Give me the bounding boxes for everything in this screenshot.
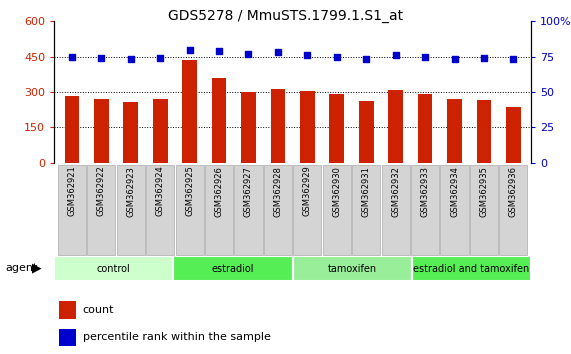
Point	[244, 51, 253, 57]
Bar	[153, 99, 167, 163]
Bar	[418, 94, 432, 163]
Bar	[59, 329, 76, 346]
FancyBboxPatch shape	[205, 165, 233, 255]
Text: GSM362921: GSM362921	[67, 166, 77, 216]
Point	[126, 57, 135, 62]
Bar	[292, 256, 412, 281]
Text: GSM362924: GSM362924	[156, 166, 164, 216]
Point	[509, 57, 518, 62]
FancyBboxPatch shape	[352, 165, 380, 255]
Point	[303, 52, 312, 58]
Text: estradiol: estradiol	[212, 264, 254, 274]
Text: GSM362930: GSM362930	[332, 166, 341, 217]
Point	[450, 57, 459, 62]
FancyBboxPatch shape	[146, 165, 174, 255]
Bar	[54, 256, 174, 281]
FancyBboxPatch shape	[323, 165, 351, 255]
Text: GSM362933: GSM362933	[421, 166, 429, 217]
FancyBboxPatch shape	[116, 165, 145, 255]
Bar	[94, 99, 108, 163]
FancyBboxPatch shape	[440, 165, 469, 255]
FancyBboxPatch shape	[175, 165, 204, 255]
Text: GSM362928: GSM362928	[274, 166, 283, 217]
Bar	[182, 60, 197, 163]
Text: GSM362932: GSM362932	[391, 166, 400, 217]
Bar	[174, 256, 292, 281]
Bar	[506, 107, 521, 163]
Point	[156, 55, 165, 61]
Text: GSM362931: GSM362931	[361, 166, 371, 217]
Bar	[477, 99, 491, 163]
Text: ▶: ▶	[33, 262, 42, 274]
Text: count: count	[83, 305, 114, 315]
FancyBboxPatch shape	[293, 165, 321, 255]
Text: tamoxifen: tamoxifen	[328, 264, 377, 274]
Point	[332, 54, 341, 59]
Point	[391, 52, 400, 58]
Point	[67, 54, 77, 59]
Text: GSM362925: GSM362925	[185, 166, 194, 216]
FancyBboxPatch shape	[470, 165, 498, 255]
Bar	[447, 99, 462, 163]
Text: GSM362922: GSM362922	[97, 166, 106, 216]
Point	[361, 57, 371, 62]
Point	[96, 55, 106, 61]
Text: control: control	[97, 264, 131, 274]
FancyBboxPatch shape	[234, 165, 263, 255]
Bar	[359, 101, 373, 163]
Bar	[271, 89, 286, 163]
Bar	[212, 78, 227, 163]
FancyBboxPatch shape	[411, 165, 439, 255]
Text: estradiol and tamoxifen: estradiol and tamoxifen	[413, 264, 529, 274]
FancyBboxPatch shape	[87, 165, 115, 255]
Text: percentile rank within the sample: percentile rank within the sample	[83, 332, 271, 342]
Bar	[388, 90, 403, 163]
Bar	[412, 256, 531, 281]
Bar	[59, 302, 76, 319]
Text: GSM362935: GSM362935	[480, 166, 488, 217]
Text: GSM362923: GSM362923	[126, 166, 135, 217]
Bar	[65, 96, 79, 163]
Point	[215, 48, 224, 54]
Bar	[300, 91, 315, 163]
Point	[480, 55, 489, 61]
Text: GSM362936: GSM362936	[509, 166, 518, 217]
FancyBboxPatch shape	[58, 165, 86, 255]
Point	[185, 47, 194, 52]
Text: GSM362934: GSM362934	[450, 166, 459, 217]
Text: agent: agent	[6, 263, 38, 273]
Text: GSM362927: GSM362927	[244, 166, 253, 217]
Text: GDS5278 / MmuSTS.1799.1.S1_at: GDS5278 / MmuSTS.1799.1.S1_at	[168, 9, 403, 23]
Point	[420, 54, 429, 59]
FancyBboxPatch shape	[499, 165, 528, 255]
FancyBboxPatch shape	[264, 165, 292, 255]
FancyBboxPatch shape	[381, 165, 410, 255]
Text: GSM362929: GSM362929	[303, 166, 312, 216]
Point	[274, 50, 283, 55]
Bar	[123, 102, 138, 163]
Bar	[329, 94, 344, 163]
Text: GSM362926: GSM362926	[215, 166, 224, 217]
Bar	[241, 92, 256, 163]
